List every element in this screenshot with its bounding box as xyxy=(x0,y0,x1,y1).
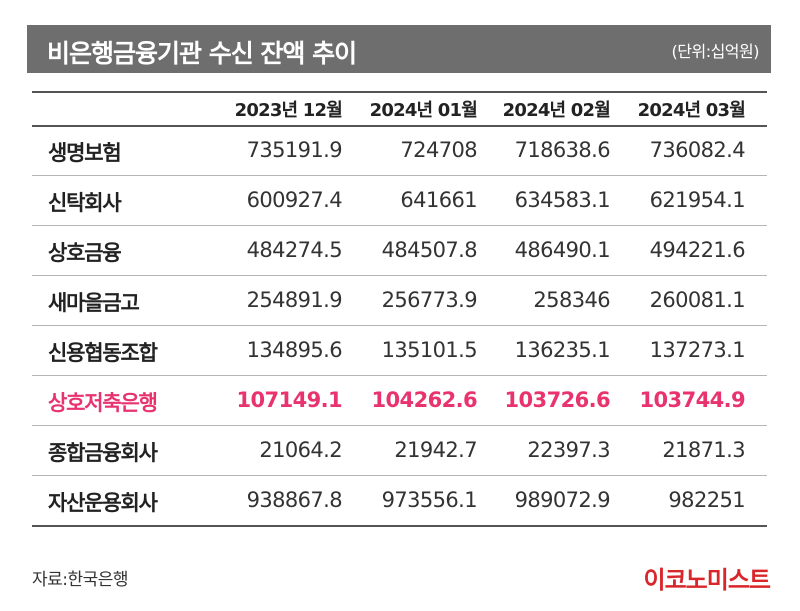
table-cell: 973556.1 xyxy=(381,488,478,512)
header-rule xyxy=(32,125,767,127)
column-header: 2024년 01월 xyxy=(369,100,478,121)
publisher-logo: 이코노미스트 xyxy=(643,566,771,594)
table-row: 신탁회사 600927.4 641661 634583.1 621954.1 xyxy=(32,175,767,225)
table-cell: 484274.5 xyxy=(246,238,343,262)
column-header: 2024년 02월 xyxy=(502,100,611,121)
table-row: 상호저축은행 107149.1 104262.6 103726.6 103744.9 xyxy=(32,375,767,425)
table-cell: 107149.1 xyxy=(236,388,343,412)
table-header-row: 2023년 12월 2024년 01월 2024년 02월 2024년 03월 xyxy=(32,91,767,125)
title-bar: 비은행금융기관 수신 잔액 추이 (단위:십억원) xyxy=(27,25,771,73)
table-cell: 256773.9 xyxy=(381,288,478,312)
table-cell: 735191.9 xyxy=(246,138,343,162)
source-note: 자료:한국은행 xyxy=(32,570,129,590)
row-label: 상호저축은행 xyxy=(48,391,158,415)
table-cell: 103726.6 xyxy=(504,388,611,412)
table-cell: 724708 xyxy=(400,138,477,162)
row-rule xyxy=(32,525,767,527)
table-cell: 938867.8 xyxy=(246,488,343,512)
row-rule xyxy=(32,325,767,326)
table-row: 자산운용회사 938867.8 973556.1 989072.9 982251 xyxy=(32,475,767,525)
row-label: 신용협동조합 xyxy=(48,341,158,365)
table-cell: 22397.3 xyxy=(527,438,610,462)
table-row: 상호금융 484274.5 484507.8 486490.1 494221.6 xyxy=(32,225,767,275)
table-cell: 486490.1 xyxy=(514,238,611,262)
row-rule xyxy=(32,275,767,276)
table-cell: 621954.1 xyxy=(649,188,746,212)
table-cell: 104262.6 xyxy=(371,388,478,412)
table-cell: 136235.1 xyxy=(514,338,611,362)
row-label: 상호금융 xyxy=(48,241,122,265)
table-cell: 641661 xyxy=(400,188,477,212)
table-cell: 484507.8 xyxy=(381,238,478,262)
row-rule xyxy=(32,375,767,376)
row-rule xyxy=(32,175,767,176)
row-rule xyxy=(32,425,767,426)
table-row: 새마을금고 254891.9 256773.9 258346 260081.1 xyxy=(32,275,767,325)
table-cell: 600927.4 xyxy=(246,188,343,212)
table-cell: 135101.5 xyxy=(381,338,478,362)
table-cell: 21942.7 xyxy=(394,438,477,462)
row-label: 새마을금고 xyxy=(48,291,140,315)
table-cell: 260081.1 xyxy=(649,288,746,312)
table-cell: 634583.1 xyxy=(514,188,611,212)
table-cell: 21871.3 xyxy=(662,438,745,462)
table-row: 신용협동조합 134895.6 135101.5 136235.1 137273.1 xyxy=(32,325,767,375)
row-label: 생명보험 xyxy=(48,141,122,165)
table-cell: 989072.9 xyxy=(514,488,611,512)
row-label: 신탁회사 xyxy=(48,191,122,215)
table-cell: 736082.4 xyxy=(649,138,746,162)
table-row: 생명보험 735191.9 724708 718638.6 736082.4 xyxy=(32,125,767,175)
row-label: 종합금융회사 xyxy=(48,441,158,465)
table-cell: 137273.1 xyxy=(649,338,746,362)
column-header: 2024년 03월 xyxy=(637,100,746,121)
column-header: 2023년 12월 xyxy=(234,100,343,121)
table-cell: 718638.6 xyxy=(514,138,611,162)
table-cell: 134895.6 xyxy=(246,338,343,362)
table-top-rule xyxy=(32,91,767,93)
table-cell: 254891.9 xyxy=(246,288,343,312)
chart-title: 비은행금융기관 수신 잔액 추이 xyxy=(47,39,357,68)
unit-label: (단위:십억원) xyxy=(671,42,760,61)
table-cell: 258346 xyxy=(533,288,610,312)
row-rule xyxy=(32,475,767,476)
table-cell: 103744.9 xyxy=(639,388,746,412)
table-row: 종합금융회사 21064.2 21942.7 22397.3 21871.3 xyxy=(32,425,767,475)
table-cell: 982251 xyxy=(668,488,745,512)
table-cell: 494221.6 xyxy=(649,238,746,262)
row-rule xyxy=(32,225,767,226)
table-cell: 21064.2 xyxy=(259,438,342,462)
row-label: 자산운용회사 xyxy=(48,491,158,515)
